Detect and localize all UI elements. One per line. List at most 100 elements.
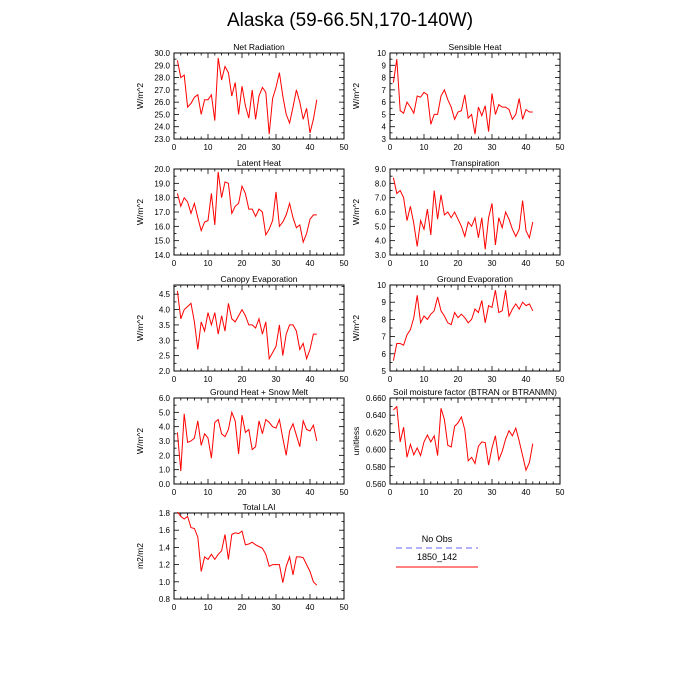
y-axis-label: W/m^2	[135, 315, 145, 341]
y-tick-label: 1.4	[159, 543, 171, 552]
y-tick-label: 6	[382, 350, 387, 359]
y-tick-label: 29.0	[154, 61, 170, 70]
y-axis-label: W/m^2	[351, 83, 361, 109]
y-tick-label: 6.0	[375, 208, 387, 217]
y-tick-label: 10	[377, 49, 386, 58]
x-tick-label: 20	[238, 259, 247, 268]
x-tick-label: 0	[388, 143, 393, 152]
series-line-1850_142	[392, 177, 534, 250]
series-line-1850_142	[176, 57, 318, 135]
panel-title: Transpiration	[450, 158, 500, 168]
x-tick-label: 0	[388, 259, 393, 268]
x-tick-label: 10	[420, 259, 429, 268]
panel-title: Total LAI	[242, 502, 275, 512]
x-tick-label: 20	[454, 143, 463, 152]
series-line-1850_142	[177, 511, 318, 586]
y-tick-label: 28.0	[154, 74, 170, 83]
x-tick-label: 40	[306, 143, 315, 152]
x-tick-label: 20	[238, 375, 247, 384]
x-tick-label: 40	[306, 603, 315, 612]
y-tick-label: 3.0	[375, 251, 387, 260]
plot-frame	[389, 284, 561, 372]
x-tick-label: 10	[204, 259, 213, 268]
x-tick-label: 50	[556, 375, 565, 384]
x-tick-label: 40	[522, 488, 531, 497]
x-tick-label: 0	[388, 375, 393, 384]
x-tick-label: 30	[488, 375, 497, 384]
x-tick-label: 20	[238, 603, 247, 612]
y-tick-label: 4.0	[159, 423, 171, 432]
y-tick-label: 20.0	[154, 165, 170, 174]
x-tick-label: 50	[340, 259, 349, 268]
x-tick-label: 0	[172, 259, 177, 268]
series-line-1850_142	[176, 291, 317, 361]
x-tick-label: 10	[204, 603, 213, 612]
x-tick-label: 40	[306, 488, 315, 497]
x-tick-label: 50	[556, 143, 565, 152]
y-axis-label: W/m^2	[135, 83, 145, 109]
x-tick-label: 20	[454, 259, 463, 268]
panel-title: Ground Heat + Snow Melt	[210, 387, 309, 397]
y-tick-label: 1.8	[159, 509, 171, 518]
y-tick-label: 0.620	[366, 428, 387, 437]
y-tick-label: 30.0	[154, 49, 170, 58]
x-tick-label: 50	[340, 375, 349, 384]
y-tick-label: 10	[377, 281, 386, 290]
series-line-1850_142	[392, 59, 533, 135]
y-tick-label: 1.6	[159, 526, 171, 535]
y-tick-label: 5	[382, 367, 387, 376]
y-axis-label: unitless	[351, 427, 361, 456]
y-tick-label: 4	[382, 123, 387, 132]
x-tick-label: 0	[172, 143, 177, 152]
y-tick-label: 4.5	[159, 290, 171, 299]
y-tick-label: 3.0	[159, 437, 171, 446]
series-line-1850_142	[392, 290, 534, 361]
x-tick-label: 0	[388, 488, 393, 497]
x-tick-label: 30	[272, 259, 281, 268]
y-tick-label: 4.0	[375, 237, 387, 246]
y-tick-label: 2.0	[159, 367, 171, 376]
y-axis-label: W/m^2	[135, 199, 145, 225]
y-tick-label: 6	[382, 98, 387, 107]
y-tick-label: 15.0	[154, 237, 170, 246]
x-tick-label: 30	[488, 259, 497, 268]
y-tick-label: 0.8	[159, 595, 171, 604]
x-tick-label: 50	[556, 488, 565, 497]
x-tick-label: 10	[204, 375, 213, 384]
panel-latent-heat: Latent Heat W/m^2 0 10 20 30 40 50 14.0 15.0 16.0 1…	[135, 158, 349, 268]
y-tick-label: 3.5	[159, 321, 171, 330]
panel-sensible-heat: Sensible Heat W/m^2 0 10 20 30 40 50 3 4 5 6 7 8 9 10	[351, 42, 565, 152]
x-tick-label: 10	[420, 375, 429, 384]
x-tick-label: 30	[272, 375, 281, 384]
x-tick-label: 40	[522, 143, 531, 152]
y-tick-label: 5.0	[159, 408, 171, 417]
plot-frame	[389, 168, 561, 256]
legend-label-1850-142: 1850_142	[417, 552, 457, 562]
x-tick-label: 40	[306, 259, 315, 268]
x-tick-label: 40	[306, 375, 315, 384]
x-tick-label: 30	[272, 603, 281, 612]
y-tick-label: 18.0	[154, 194, 170, 203]
x-tick-label: 40	[522, 375, 531, 384]
y-axis-label: W/m^2	[351, 199, 361, 225]
y-tick-label: 7	[382, 333, 387, 342]
legend: No Obs 1850_142	[396, 534, 478, 568]
x-tick-label: 50	[340, 143, 349, 152]
y-axis-label: W/m^2	[135, 428, 145, 454]
y-tick-label: 8.0	[375, 179, 387, 188]
y-tick-label: 9	[382, 61, 387, 70]
y-tick-label: 23.0	[154, 135, 170, 144]
figure-title: Alaska (59-66.5N,170-140W)	[226, 10, 474, 31]
panel-total-lai: Total LAI m2/m2 0 10 20 30 40 50 0.8 1.0 1.2 1.4 1.6…	[135, 502, 349, 612]
x-tick-label: 30	[272, 143, 281, 152]
y-tick-label: 0.0	[159, 480, 171, 489]
plot-frame	[389, 397, 561, 485]
y-axis-label: W/m^2	[351, 315, 361, 341]
y-tick-label: 1.0	[159, 578, 171, 587]
y-tick-label: 3	[382, 135, 387, 144]
x-tick-label: 30	[488, 143, 497, 152]
x-tick-label: 0	[172, 603, 177, 612]
panel-title: Soil moisture factor (BTRAN or BTRANMN)	[393, 387, 557, 397]
x-tick-label: 0	[172, 488, 177, 497]
y-tick-label: 16.0	[154, 222, 170, 231]
